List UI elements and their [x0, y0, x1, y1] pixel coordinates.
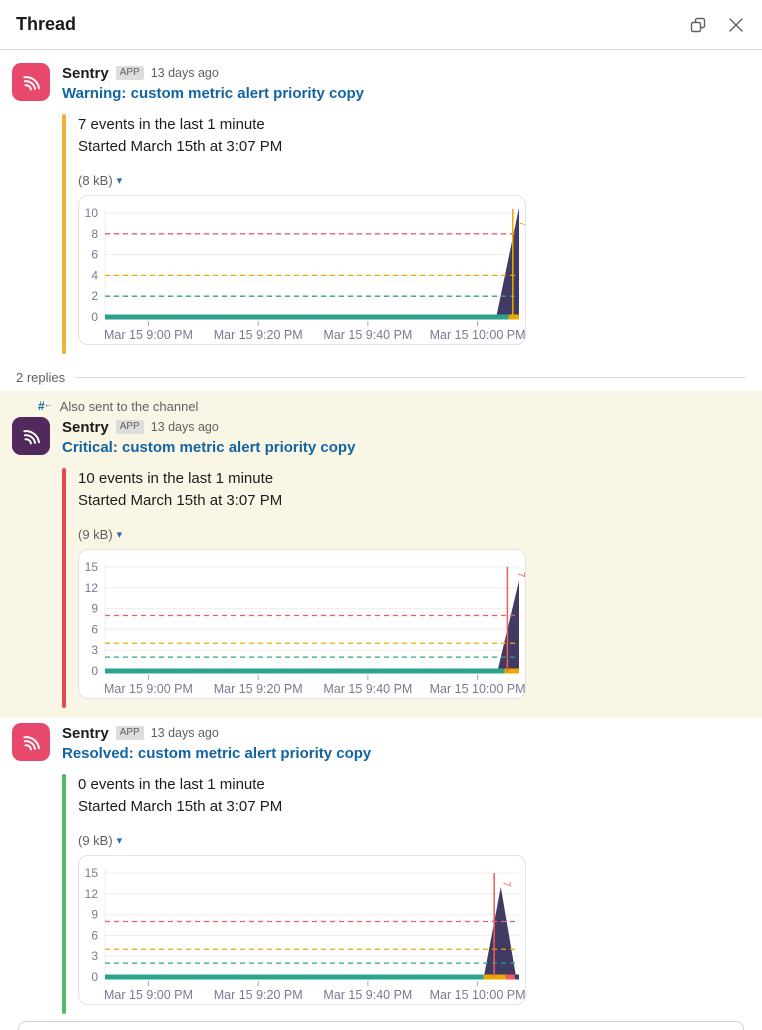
events-count-line: 10 events in the last 1 minute	[78, 470, 274, 487]
alert-link[interactable]: Critical: custom metric alert priority c…	[62, 439, 356, 456]
metric-chart: 7 Mar 15 9:00 PM Mar 15 9:20 PM Mar 15 9:40…	[78, 855, 526, 1005]
svg-text:Mar 15 9:40 PM: Mar 15 9:40 PM	[323, 682, 412, 696]
close-icon[interactable]	[726, 15, 746, 35]
svg-text:6: 6	[91, 248, 98, 262]
svg-text:Mar 15 9:20 PM: Mar 15 9:20 PM	[214, 328, 303, 342]
sentry-avatar[interactable]	[12, 417, 50, 455]
svg-text:Mar 15 9:00 PM: Mar 15 9:00 PM	[104, 988, 193, 1002]
divider-line	[75, 376, 746, 378]
thread-header: Thread	[0, 0, 762, 50]
svg-text:7: 7	[515, 572, 525, 578]
sender-name[interactable]: Sentry	[62, 418, 109, 436]
popout-icon[interactable]	[688, 15, 708, 35]
also-sent-row: #← Also sent to the channel	[38, 397, 746, 415]
svg-text:3: 3	[91, 643, 98, 657]
file-size-label: (9 kB)	[78, 832, 113, 848]
timestamp[interactable]: 13 days ago	[150, 726, 219, 740]
svg-text:6: 6	[91, 928, 98, 942]
app-badge: APP	[115, 726, 144, 740]
alert-link[interactable]: Resolved: custom metric alert priority c…	[62, 745, 372, 762]
file-size-label: (9 kB)	[78, 526, 113, 542]
svg-text:Mar 15 10:00 PM: Mar 15 10:00 PM	[430, 988, 525, 1002]
svg-text:2: 2	[91, 289, 98, 303]
svg-text:7: 7	[517, 221, 525, 227]
svg-text:Mar 15 10:00 PM: Mar 15 10:00 PM	[430, 682, 525, 696]
attachment-accent-bar	[62, 774, 66, 1014]
svg-text:Mar 15 9:20 PM: Mar 15 9:20 PM	[214, 988, 303, 1002]
sentry-avatar[interactable]	[12, 63, 50, 101]
attachment-accent-bar	[62, 114, 66, 354]
sender-name[interactable]: Sentry	[62, 64, 109, 82]
header-actions	[688, 15, 746, 35]
started-line: Started March 15th at 3:07 PM	[78, 798, 283, 815]
svg-text:3: 3	[91, 949, 98, 963]
svg-text:Mar 15 9:40 PM: Mar 15 9:40 PM	[323, 328, 412, 342]
alert-attachment: 7 events in the last 1 minute Started Ma…	[62, 114, 746, 354]
message-resolved: Sentry APP 13 days ago Resolved: custom …	[0, 718, 762, 1014]
alert-attachment: 0 events in the last 1 minute Started Ma…	[62, 774, 746, 1014]
svg-text:Mar 15 9:00 PM: Mar 15 9:00 PM	[104, 682, 193, 696]
svg-text:15: 15	[85, 560, 99, 574]
svg-text:Mar 15 9:20 PM: Mar 15 9:20 PM	[214, 682, 303, 696]
svg-text:0: 0	[91, 970, 98, 984]
svg-text:10: 10	[85, 206, 99, 220]
svg-text:9: 9	[91, 602, 98, 616]
message-warning: Sentry APP 13 days ago Warning: custom m…	[0, 63, 762, 354]
alert-link[interactable]: Warning: custom metric alert priority co…	[62, 85, 364, 102]
caret-down-icon: ▾	[116, 528, 123, 541]
svg-text:0: 0	[91, 310, 98, 324]
started-line: Started March 15th at 3:07 PM	[78, 138, 283, 155]
events-count-line: 7 events in the last 1 minute	[78, 116, 265, 133]
svg-text:0: 0	[91, 664, 98, 678]
message-critical: Sentry APP 13 days ago Critical: custom …	[0, 417, 762, 708]
also-sent-label: Also sent to the channel	[59, 398, 199, 414]
timestamp[interactable]: 13 days ago	[150, 420, 219, 434]
metric-chart: 7 Mar 15 9:00 PM Mar 15 9:20 PM Mar 15 9:40…	[78, 195, 526, 345]
svg-text:9: 9	[91, 908, 98, 922]
svg-text:4: 4	[91, 268, 98, 282]
hash-arrow-icon: #←	[38, 399, 53, 413]
attachment-accent-bar	[62, 468, 66, 708]
sender-name[interactable]: Sentry	[62, 724, 109, 742]
file-size-label: (8 kB)	[78, 172, 113, 188]
svg-text:12: 12	[85, 581, 99, 595]
file-size-toggle[interactable]: (9 kB) ▾	[78, 831, 526, 849]
svg-text:12: 12	[85, 887, 99, 901]
replies-count: 2 replies	[16, 369, 66, 385]
svg-text:Mar 15 9:00 PM: Mar 15 9:00 PM	[104, 328, 193, 342]
svg-text:15: 15	[85, 866, 99, 880]
replies-divider: 2 replies	[16, 368, 746, 386]
events-count-line: 0 events in the last 1 minute	[78, 776, 265, 793]
file-size-toggle[interactable]: (8 kB) ▾	[78, 171, 526, 189]
started-line: Started March 15th at 3:07 PM	[78, 492, 283, 509]
reply-composer[interactable]	[18, 1021, 744, 1030]
alert-attachment: 10 events in the last 1 minute Started M…	[62, 468, 746, 708]
app-badge: APP	[115, 66, 144, 80]
caret-down-icon: ▾	[116, 174, 123, 187]
svg-text:Mar 15 9:40 PM: Mar 15 9:40 PM	[323, 988, 412, 1002]
file-size-toggle[interactable]: (9 kB) ▾	[78, 525, 526, 543]
metric-chart: 7 Mar 15 9:00 PM Mar 15 9:20 PM Mar 15 9:40…	[78, 549, 526, 699]
app-badge: APP	[115, 420, 144, 434]
svg-text:6: 6	[91, 622, 98, 636]
svg-text:Mar 15 10:00 PM: Mar 15 10:00 PM	[430, 328, 525, 342]
svg-text:8: 8	[91, 227, 98, 241]
timestamp[interactable]: 13 days ago	[150, 66, 219, 80]
svg-text:7: 7	[500, 881, 511, 887]
sentry-avatar[interactable]	[12, 723, 50, 761]
thread-messages: Sentry APP 13 days ago Warning: custom m…	[0, 50, 762, 1014]
caret-down-icon: ▾	[116, 834, 123, 847]
thread-title: Thread	[16, 14, 77, 34]
highlighted-block: #← Also sent to the channel Sentry	[0, 391, 762, 718]
